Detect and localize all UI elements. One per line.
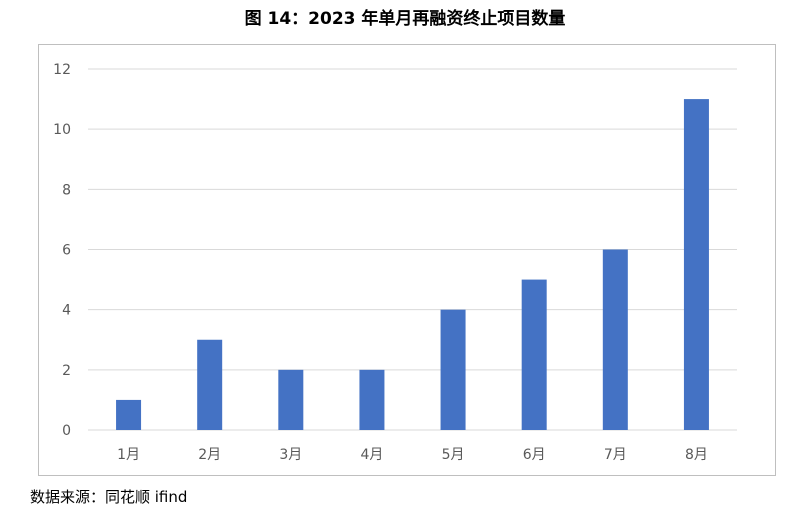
bar-6 <box>521 279 547 430</box>
y-tick-label: 8 <box>62 182 71 198</box>
bar-5 <box>440 309 466 430</box>
gridlines <box>88 68 737 431</box>
y-tick-label: 10 <box>53 122 71 138</box>
x-tick-label: 7月 <box>604 447 627 463</box>
bar-8 <box>683 99 709 430</box>
x-tick-label: 1月 <box>117 447 140 463</box>
bar-7 <box>602 249 628 430</box>
y-tick-label: 4 <box>62 303 71 319</box>
chart-frame <box>38 44 776 476</box>
bars <box>116 99 709 430</box>
y-tick-label: 0 <box>62 423 71 439</box>
bar-2 <box>197 339 223 430</box>
chart-title: 图 14：2023 年单月再融资终止项目数量 <box>244 9 566 29</box>
x-axis-ticks: 1月 2月 3月 4月 5月 6月 7月 8月 <box>117 447 708 463</box>
bar-3 <box>278 369 304 430</box>
x-tick-label: 2月 <box>198 447 221 463</box>
y-tick-label: 2 <box>62 363 71 379</box>
bar-4 <box>359 369 385 430</box>
y-axis-ticks: 0 2 4 6 8 10 12 <box>53 62 71 439</box>
bar-1 <box>116 399 142 430</box>
x-tick-label: 6月 <box>523 447 546 463</box>
y-tick-label: 12 <box>53 62 71 78</box>
x-tick-label: 4月 <box>360 447 383 463</box>
x-tick-label: 5月 <box>442 447 465 463</box>
y-tick-label: 6 <box>62 243 71 259</box>
data-source-note: 数据来源：同花顺 ifind <box>30 488 188 506</box>
x-tick-label: 8月 <box>685 447 708 463</box>
x-tick-label: 3月 <box>279 447 302 463</box>
